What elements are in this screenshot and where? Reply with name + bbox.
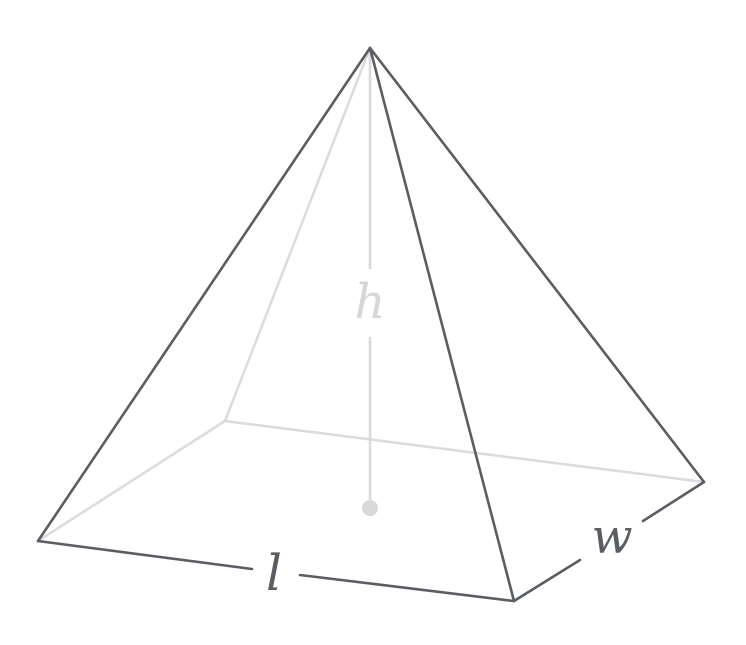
width-edge-lower xyxy=(512,558,582,603)
length-label: l xyxy=(266,544,282,602)
length-edge-right xyxy=(298,573,516,603)
hidden-edge-left-base xyxy=(36,419,227,543)
width-label: w xyxy=(591,509,632,565)
width-edge-upper xyxy=(641,480,706,523)
edge-apex-to-back-right xyxy=(368,46,706,484)
hidden-edge-apex-to-back-left xyxy=(223,46,372,423)
base-center-dot xyxy=(362,500,378,516)
length-edge-left xyxy=(36,539,254,571)
edge-apex-to-front-left xyxy=(36,46,372,543)
edge-apex-to-front-right xyxy=(368,46,516,603)
hidden-edge-back-base xyxy=(223,419,706,484)
height-label: h xyxy=(355,274,386,330)
